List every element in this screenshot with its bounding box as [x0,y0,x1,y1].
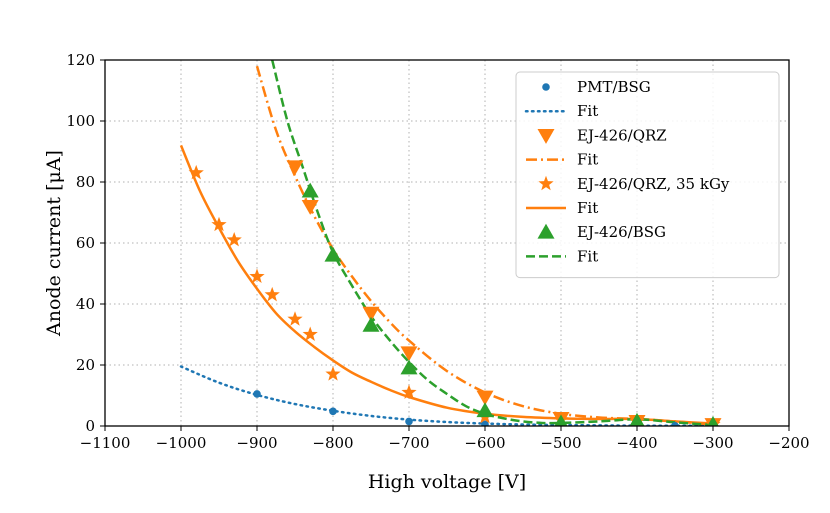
x-tick-label: −400 [616,434,657,452]
data-point-triangle-down [362,306,380,322]
data-point-star [211,216,227,232]
data-point-triangle-up [301,182,319,198]
fit-line-3 [255,65,714,426]
x-tick-label: −300 [692,434,733,452]
x-tick-label: −1100 [80,434,131,452]
grid [105,60,789,426]
data-point-circle [481,420,489,426]
data-point-triangle-up [476,402,494,418]
legend-label: PMT/BSG [577,78,651,96]
data-point-triangle-down [301,200,319,215]
data-point-star [302,326,318,341]
series-clip-group [179,60,722,426]
data-point-triangle-up [400,359,418,375]
data-point-triangle-up [362,316,380,332]
data-point-triangle-down [286,160,304,176]
data-point-triangle-down [400,346,418,362]
axis-ticks: −1100 −1000 −900 −800 −700 −600 −500 −400 −300 −2… [66,51,809,452]
data-point-star [264,286,280,302]
data-point-star [249,268,265,284]
legend-label: EJ-426/BSG [577,223,666,241]
data-point-star [226,231,242,247]
y-tick-label: 40 [76,295,95,313]
legend-label: EJ-426/QRZ, 35 kGy [577,175,730,193]
data-point-circle [405,417,413,426]
y-tick-label: 80 [76,173,95,191]
legend-label: Fit [577,151,598,169]
x-tick-label: −200 [768,434,809,452]
y-axis-label: Anode current [μA] [43,150,65,337]
x-tick-label: −900 [236,434,277,452]
data-point-star [287,311,303,326]
legend: PMT/BSG Fit EJ-426/QRZ Fit EJ-426/QRZ, 35 kG… [515,71,780,279]
y-tick-label: 20 [76,356,95,374]
data-point-triangle-up [554,414,568,426]
y-tick-label: 100 [66,112,95,130]
data-point-triangle-down [476,390,494,406]
legend-label: Fit [577,199,598,217]
data-point-star [188,164,204,180]
legend-frame [515,71,780,279]
legend-marker-circle [542,83,550,91]
y-tick-label: 0 [85,417,95,435]
plot-series [179,60,722,426]
data-point-circle [671,422,679,426]
legend-label: Fit [577,102,598,120]
x-tick-label: −800 [312,434,353,452]
x-tick-label: −600 [464,434,505,452]
y-tick-label: 120 [66,51,95,69]
data-point-triangle-up [707,415,719,426]
data-point-triangle-up [324,246,342,262]
x-axis-label: High voltage [V] [368,471,526,493]
data-point-triangle-up [629,412,645,426]
x-tick-label: −700 [388,434,429,452]
data-point-star [401,384,417,399]
data-point-circle [253,390,261,398]
fit-line-7 [270,60,714,426]
data-point-circle [329,407,337,416]
data-point-star [325,366,341,381]
x-tick-label: −1000 [156,434,207,452]
fit-line-5 [179,144,714,425]
y-tick-label: 60 [76,234,95,252]
legend-marker-star [538,175,554,191]
legend-label: EJ-426/QRZ [577,126,667,144]
legend-marker-triangle-up [537,223,555,239]
x-tick-label: −500 [540,434,581,452]
legend-label: Fit [577,247,598,265]
legend-marker-triangle-down [537,129,555,144]
